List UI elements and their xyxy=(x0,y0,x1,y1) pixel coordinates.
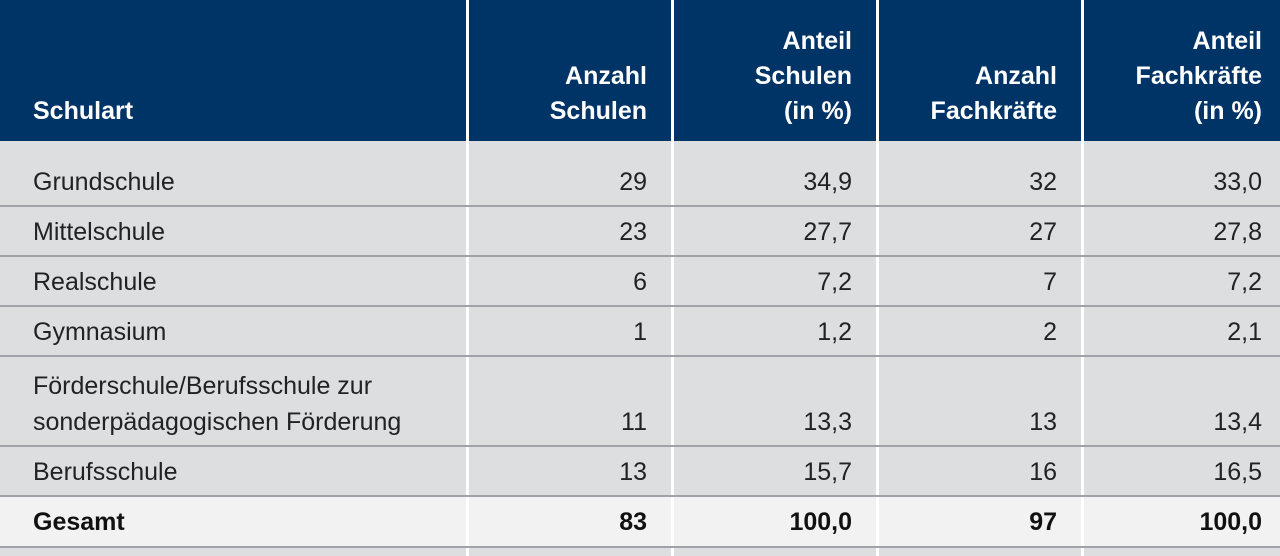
total-anteil-fachkraefte: 100,0 xyxy=(1084,497,1280,546)
row-divider xyxy=(0,355,1280,357)
row-divider xyxy=(0,305,1280,307)
row-label: Förderschule/Berufsschule zur sonderpäda… xyxy=(0,357,466,445)
cell-anzahl-schulen: 13 xyxy=(469,447,671,495)
table-row: Berufsschule 13 15,7 16 16,5 xyxy=(0,447,1280,495)
total-label: Gesamt xyxy=(0,497,466,546)
cell-anzahl-schulen: 29 xyxy=(469,141,671,205)
total-anzahl-schulen: 83 xyxy=(469,497,671,546)
total-anzahl-fachkraefte: 97 xyxy=(879,497,1081,546)
row-divider xyxy=(0,495,1280,497)
cell-anteil-schulen: 34,9 xyxy=(674,141,876,205)
cell-anzahl-fachkraefte: 7 xyxy=(879,257,1081,305)
cell-anzahl-schulen: 6 xyxy=(469,257,671,305)
row-label: Grundschule xyxy=(0,141,466,205)
total-row: Gesamt 83 100,0 97 100,0 xyxy=(0,497,1280,546)
header-anzahl-fachkraefte: Anzahl Fachkräfte xyxy=(879,0,1081,141)
cell-anteil-fachkraefte: 2,1 xyxy=(1084,307,1280,355)
cell-anteil-schulen: 1,2 xyxy=(674,307,876,355)
row-label: Gymnasium xyxy=(0,307,466,355)
cell-anzahl-fachkraefte: 2 xyxy=(879,307,1081,355)
row-divider xyxy=(0,445,1280,447)
cell-anteil-fachkraefte: 13,4 xyxy=(1084,357,1280,445)
cell-anteil-fachkraefte: 7,2 xyxy=(1084,257,1280,305)
table-row: Förderschule/Berufsschule zur sonderpäda… xyxy=(0,357,1280,445)
cell-anteil-schulen: 7,2 xyxy=(674,257,876,305)
total-divider xyxy=(0,546,1280,548)
cell-anzahl-fachkraefte: 32 xyxy=(879,141,1081,205)
total-anteil-schulen: 100,0 xyxy=(674,497,876,546)
table-footer-strip xyxy=(0,548,1280,556)
row-divider xyxy=(0,205,1280,207)
table-row: Realschule 6 7,2 7 7,2 xyxy=(0,257,1280,305)
cell-anteil-fachkraefte: 16,5 xyxy=(1084,447,1280,495)
row-label: Realschule xyxy=(0,257,466,305)
cell-anteil-fachkraefte: 27,8 xyxy=(1084,207,1280,255)
table-row: Grundschule 29 34,9 32 33,0 xyxy=(0,141,1280,205)
cell-anzahl-fachkraefte: 16 xyxy=(879,447,1081,495)
cell-anzahl-fachkraefte: 13 xyxy=(879,357,1081,445)
row-label: Berufsschule xyxy=(0,447,466,495)
row-label: Mittelschule xyxy=(0,207,466,255)
cell-anzahl-schulen: 1 xyxy=(469,307,671,355)
table-header: Schulart Anzahl Schulen Anteil Schulen (… xyxy=(0,0,1280,141)
cell-anteil-schulen: 27,7 xyxy=(674,207,876,255)
cell-anteil-schulen: 13,3 xyxy=(674,357,876,445)
cell-anzahl-schulen: 23 xyxy=(469,207,671,255)
cell-anzahl-fachkraefte: 27 xyxy=(879,207,1081,255)
row-divider xyxy=(0,255,1280,257)
table-row: Gymnasium 1 1,2 2 2,1 xyxy=(0,307,1280,355)
header-schulart: Schulart xyxy=(0,0,466,141)
cell-anteil-schulen: 15,7 xyxy=(674,447,876,495)
header-anteil-fachkraefte: Anteil Fachkräfte (in %) xyxy=(1084,0,1280,141)
table-row: Mittelschule 23 27,7 27 27,8 xyxy=(0,207,1280,255)
cell-anzahl-schulen: 11 xyxy=(469,357,671,445)
cell-anteil-fachkraefte: 33,0 xyxy=(1084,141,1280,205)
header-anzahl-schulen: Anzahl Schulen xyxy=(469,0,671,141)
header-anteil-schulen: Anteil Schulen (in %) xyxy=(674,0,876,141)
